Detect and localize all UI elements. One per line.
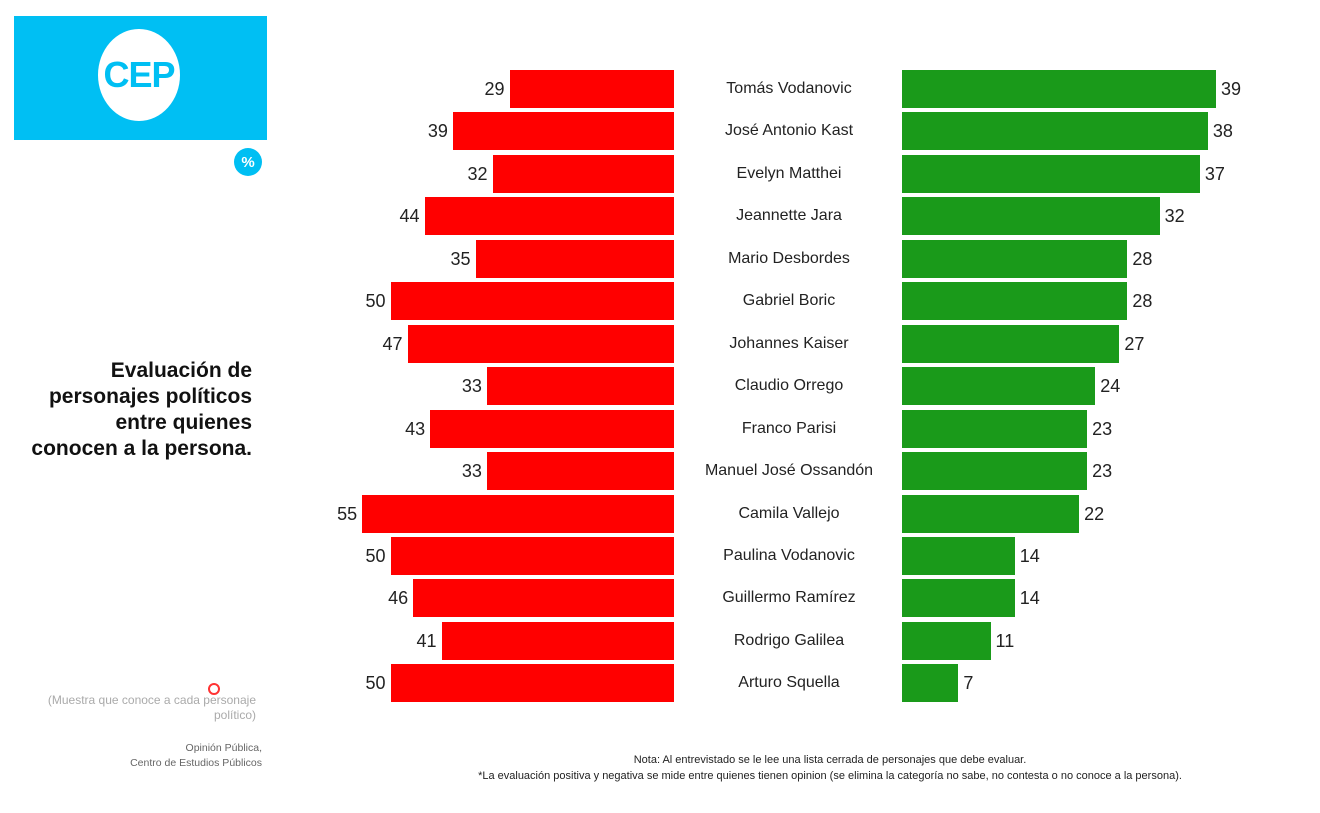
- category-label: Johannes Kaiser: [729, 334, 849, 352]
- logo-text: CEP: [98, 29, 180, 121]
- cursor-indicator: [208, 683, 220, 695]
- percent-badge: %: [234, 148, 262, 176]
- positive-bar: [902, 197, 1160, 236]
- negative-bar: [390, 664, 674, 703]
- negative-value-label: 50: [365, 545, 386, 566]
- negative-value-label: 35: [450, 248, 471, 269]
- negative-bar: [407, 324, 674, 363]
- footnote-line: Nota: Al entrevistado se le lee una list…: [633, 754, 1027, 766]
- negative-bar: [430, 409, 674, 448]
- positive-bar: [902, 70, 1216, 108]
- positive-value-label: 14: [1019, 588, 1040, 609]
- positive-value-label: 23: [1092, 461, 1113, 482]
- negative-value-label: 32: [467, 163, 488, 184]
- positive-value-label: 28: [1132, 291, 1153, 312]
- positive-bar: [902, 621, 991, 660]
- source-line: Opinión Pública,: [185, 742, 262, 754]
- positive-value-label: 7: [963, 673, 974, 694]
- positive-value-label: 24: [1100, 376, 1121, 397]
- category-label: José Antonio Kast: [724, 122, 854, 140]
- cep-logo: CEP: [14, 16, 267, 140]
- negative-bar: [390, 282, 674, 321]
- negative-bar: [509, 70, 674, 108]
- positive-bar: [902, 409, 1088, 448]
- category-label: Claudio Orrego: [734, 377, 844, 395]
- chart-title: Evaluación de personajes políticos entre…: [31, 359, 252, 460]
- negative-value-label: 33: [461, 461, 482, 482]
- negative-value-label: 44: [399, 206, 420, 227]
- positive-bar: [902, 282, 1128, 321]
- category-label: Mario Desbordes: [728, 249, 850, 267]
- positive-bar: [902, 452, 1088, 491]
- negative-value-label: 39: [427, 121, 448, 142]
- positive-value-label: 14: [1019, 545, 1040, 566]
- negative-value-label: 41: [416, 630, 437, 651]
- positive-value-label: 22: [1084, 503, 1105, 524]
- category-label: Jeannette Jara: [736, 207, 842, 225]
- category-label: Evelyn Matthei: [736, 164, 842, 182]
- footnote-line: *La evaluación positiva y negativa se mi…: [478, 770, 1182, 782]
- negative-value-label: 55: [337, 503, 358, 524]
- positive-bar: [902, 579, 1015, 618]
- positive-bar: [902, 664, 959, 703]
- category-label: Rodrigo Galilea: [733, 631, 845, 649]
- negative-bar: [492, 154, 674, 193]
- negative-bar: [441, 621, 674, 660]
- category-label: Camila Vallejo: [738, 504, 840, 522]
- negative-value-label: 43: [405, 418, 426, 439]
- category-label: Manuel José Ossandón: [704, 462, 874, 480]
- negative-bar: [362, 494, 674, 533]
- negative-bar: [452, 112, 674, 151]
- positive-value-label: 39: [1220, 79, 1241, 99]
- source: Opinión Pública, Centro de Estudios Públi…: [30, 741, 262, 771]
- category-label: Gabriel Boric: [742, 292, 836, 310]
- negative-value-label: 29: [484, 79, 505, 99]
- category-label: Franco Parisi: [741, 419, 837, 437]
- positive-bar: [902, 324, 1120, 363]
- sample-note: (Muestra que conoce a cada personaje pol…: [47, 693, 256, 722]
- category-label: Guillermo Ramírez: [722, 589, 856, 607]
- footnote: Nota: Al entrevistado se le lee una list…: [380, 752, 1280, 784]
- positive-bar: [902, 367, 1096, 406]
- negative-value-label: 47: [382, 333, 403, 354]
- category-label: Tomás Vodanovic: [726, 80, 852, 97]
- source-line: Centro de Estudios Públicos: [130, 757, 262, 769]
- positive-bar: [902, 239, 1128, 278]
- positive-bar: [902, 536, 1015, 575]
- positive-bar: [902, 154, 1200, 193]
- positive-value-label: 38: [1212, 121, 1233, 142]
- negative-value-label: 50: [365, 291, 386, 312]
- positive-value-label: 27: [1124, 333, 1145, 354]
- category-label: Arturo Squella: [738, 674, 840, 692]
- negative-value-label: 50: [365, 673, 386, 694]
- negative-value-label: 46: [388, 588, 409, 609]
- positive-value-label: 23: [1092, 418, 1113, 439]
- negative-bar: [486, 452, 674, 491]
- negative-bar: [424, 197, 674, 236]
- positive-bar: [902, 112, 1208, 151]
- positive-bar: [902, 494, 1080, 533]
- category-label: Paulina Vodanovic: [723, 546, 855, 564]
- positive-value-label: 37: [1204, 163, 1225, 184]
- positive-value-label: 11: [995, 630, 1015, 651]
- negative-bar: [413, 579, 674, 618]
- positive-value-label: 32: [1164, 206, 1185, 227]
- negative-bar: [390, 536, 674, 575]
- negative-bar: [486, 367, 674, 406]
- positive-value-label: 28: [1132, 248, 1153, 269]
- negative-value-label: 33: [461, 376, 482, 397]
- negative-bar: [475, 239, 674, 278]
